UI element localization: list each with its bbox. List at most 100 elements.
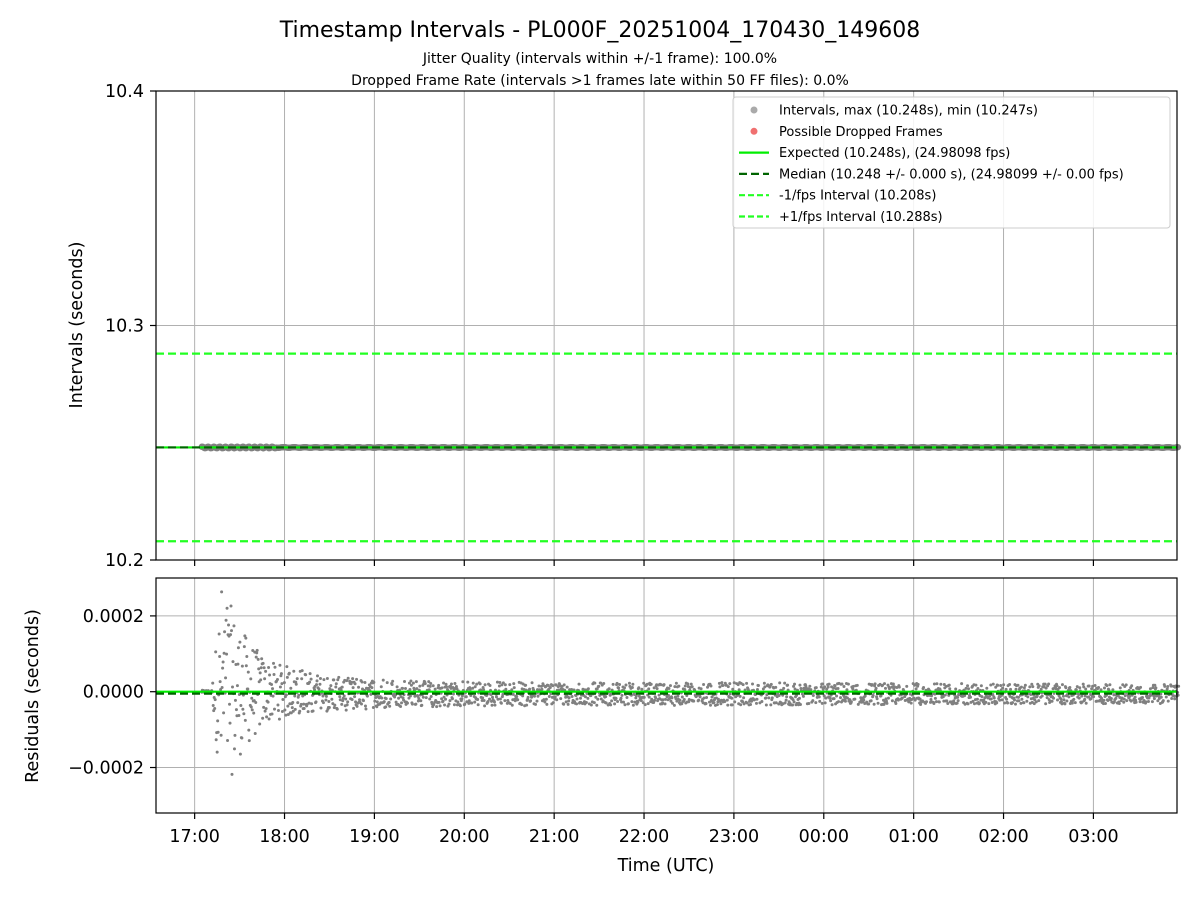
residual-point bbox=[820, 701, 824, 705]
residual-point bbox=[567, 699, 571, 703]
residual-point bbox=[807, 702, 811, 706]
residual-point bbox=[971, 699, 975, 703]
residual-point bbox=[409, 679, 413, 683]
residual-point bbox=[1091, 684, 1095, 688]
residual-point bbox=[642, 681, 646, 685]
residual-point bbox=[238, 640, 242, 644]
residual-point bbox=[774, 685, 778, 689]
residual-point bbox=[891, 682, 895, 686]
residual-point bbox=[570, 695, 574, 699]
residual-point bbox=[641, 701, 645, 705]
residual-point bbox=[922, 686, 926, 690]
residual-point bbox=[298, 709, 302, 713]
residual-point bbox=[637, 686, 641, 690]
residual-point bbox=[388, 704, 392, 708]
residual-point bbox=[1061, 694, 1065, 698]
residual-point bbox=[475, 682, 479, 686]
residual-point bbox=[1022, 686, 1026, 690]
residual-point bbox=[1040, 694, 1044, 698]
residual-point bbox=[945, 699, 949, 703]
residual-point bbox=[755, 688, 759, 692]
residual-point bbox=[814, 686, 818, 690]
residual-point bbox=[784, 698, 788, 702]
residual-point bbox=[929, 698, 933, 702]
residual-point bbox=[293, 707, 297, 711]
residual-point bbox=[840, 682, 844, 686]
residual-point bbox=[428, 697, 432, 701]
residual-point bbox=[1045, 696, 1049, 700]
residual-point bbox=[760, 700, 764, 704]
residual-point bbox=[562, 683, 566, 687]
residual-point bbox=[534, 702, 538, 706]
residual-point bbox=[783, 681, 787, 685]
residual-point bbox=[1119, 699, 1123, 703]
residual-point bbox=[379, 685, 383, 689]
residual-point bbox=[1081, 682, 1085, 686]
residual-point bbox=[1122, 697, 1126, 701]
residual-point bbox=[242, 712, 246, 716]
residual-point bbox=[1170, 697, 1174, 701]
residual-point bbox=[389, 697, 393, 701]
x-tick-label: 02:00 bbox=[978, 827, 1028, 847]
residual-point bbox=[1059, 700, 1063, 704]
residual-point bbox=[520, 703, 524, 707]
residual-point bbox=[1056, 698, 1060, 702]
residual-point bbox=[310, 702, 314, 706]
residual-point bbox=[551, 701, 555, 705]
residual-point bbox=[369, 692, 373, 696]
residual-point bbox=[261, 716, 265, 720]
residual-point bbox=[516, 698, 520, 702]
residual-point bbox=[565, 685, 569, 689]
residual-point bbox=[244, 636, 248, 640]
residual-point bbox=[421, 695, 425, 699]
bottom-y-tick-label: 0.0000 bbox=[83, 683, 144, 703]
residual-point bbox=[990, 700, 994, 704]
residual-point bbox=[355, 704, 359, 708]
residual-point bbox=[250, 696, 254, 700]
residual-point bbox=[592, 701, 596, 705]
x-tick-label: 21:00 bbox=[529, 827, 579, 847]
residual-point bbox=[237, 714, 241, 718]
residual-point bbox=[1164, 695, 1168, 699]
residual-point bbox=[308, 672, 312, 676]
residual-point bbox=[882, 682, 886, 686]
residual-point bbox=[690, 685, 694, 689]
residual-point bbox=[1144, 700, 1148, 704]
residual-point bbox=[979, 684, 983, 688]
residual-point bbox=[361, 699, 365, 703]
residual-point bbox=[559, 697, 563, 701]
x-tick-label: 00:00 bbox=[799, 827, 849, 847]
residual-point bbox=[584, 701, 588, 705]
residual-point bbox=[1006, 701, 1010, 705]
residual-point bbox=[881, 683, 885, 687]
residual-point bbox=[1084, 687, 1088, 691]
residual-point bbox=[429, 681, 433, 685]
residual-point bbox=[317, 687, 321, 691]
residual-point bbox=[232, 624, 236, 628]
residual-point bbox=[227, 623, 231, 627]
residual-point bbox=[963, 694, 967, 698]
residual-point bbox=[702, 696, 706, 700]
residual-point bbox=[415, 687, 419, 691]
residual-point bbox=[777, 693, 781, 697]
residual-point bbox=[1150, 700, 1154, 704]
residual-point bbox=[259, 666, 263, 670]
residual-point bbox=[645, 682, 649, 686]
residual-point bbox=[687, 700, 691, 704]
residual-point bbox=[293, 694, 297, 698]
residual-point bbox=[607, 687, 611, 691]
residual-point bbox=[418, 684, 422, 688]
residual-point bbox=[996, 683, 1000, 687]
residual-point bbox=[621, 700, 625, 704]
residual-point bbox=[564, 700, 568, 704]
residual-point bbox=[989, 683, 993, 687]
residual-point bbox=[351, 677, 355, 681]
residual-point bbox=[1023, 683, 1027, 687]
residual-point bbox=[1047, 682, 1051, 686]
residual-point bbox=[453, 681, 457, 685]
residual-point bbox=[289, 686, 293, 690]
residual-point bbox=[708, 703, 712, 707]
residual-point bbox=[692, 699, 696, 703]
residual-point bbox=[384, 705, 388, 709]
residual-point bbox=[529, 699, 533, 703]
